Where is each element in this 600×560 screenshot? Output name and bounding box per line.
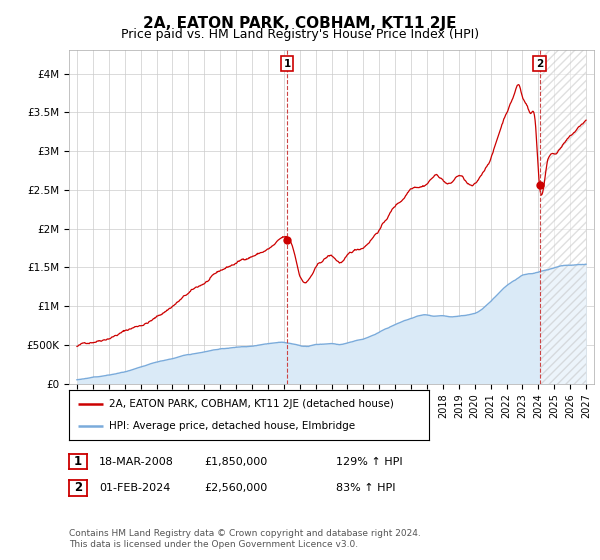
Text: 2: 2 (74, 481, 82, 494)
Text: HPI: Average price, detached house, Elmbridge: HPI: Average price, detached house, Elmb… (109, 421, 355, 431)
Text: £1,850,000: £1,850,000 (204, 457, 267, 467)
Text: 1: 1 (74, 455, 82, 468)
Text: Price paid vs. HM Land Registry's House Price Index (HPI): Price paid vs. HM Land Registry's House … (121, 28, 479, 41)
Text: £2,560,000: £2,560,000 (204, 483, 267, 493)
Text: 2: 2 (536, 59, 543, 69)
Text: 129% ↑ HPI: 129% ↑ HPI (336, 457, 403, 467)
Text: 2A, EATON PARK, COBHAM, KT11 2JE: 2A, EATON PARK, COBHAM, KT11 2JE (143, 16, 457, 31)
Text: 83% ↑ HPI: 83% ↑ HPI (336, 483, 395, 493)
Text: 1: 1 (283, 59, 291, 69)
Text: 18-MAR-2008: 18-MAR-2008 (99, 457, 174, 467)
Text: Contains HM Land Registry data © Crown copyright and database right 2024.
This d: Contains HM Land Registry data © Crown c… (69, 529, 421, 549)
Text: 2A, EATON PARK, COBHAM, KT11 2JE (detached house): 2A, EATON PARK, COBHAM, KT11 2JE (detach… (109, 399, 394, 409)
Text: 01-FEB-2024: 01-FEB-2024 (99, 483, 170, 493)
